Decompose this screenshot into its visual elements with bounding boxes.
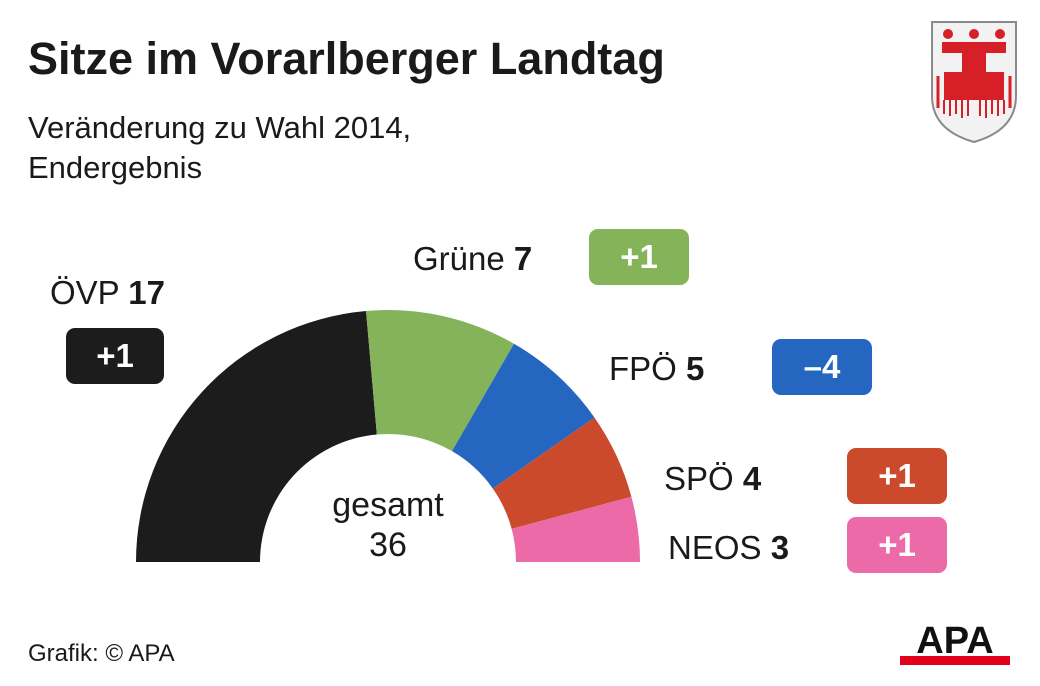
change-badge-neos: +1: [847, 517, 947, 573]
change-badge-spo: +1: [847, 448, 947, 504]
label-ovp: ÖVP 17: [50, 276, 165, 309]
seats-spo: 4: [742, 460, 762, 497]
seats-fpo: 5: [686, 350, 705, 387]
seat-segment-fpo: [452, 343, 595, 489]
subtitle-line-2: Endergebnis: [28, 150, 203, 185]
seat-segment-grune: [366, 310, 514, 452]
party-name-neos: NEOS: [668, 529, 762, 566]
apa-logo-text: APA: [916, 620, 993, 662]
total-value: 36: [369, 526, 407, 564]
chart-subtitle: Veränderung zu Wahl 2014, Endergebnis: [28, 108, 411, 188]
label-grune: Grüne 7: [413, 242, 532, 275]
party-name-fpo: FPÖ: [609, 350, 677, 387]
total-label: gesamt: [332, 486, 444, 524]
change-badge-ovp: +1: [66, 328, 164, 384]
source-credit: Grafik: © APA: [28, 640, 175, 667]
seat-segment-ovp: [136, 310, 377, 562]
apa-logo: APA: [900, 620, 1010, 665]
party-name-ovp: ÖVP: [50, 274, 120, 311]
seats-neos: 3: [770, 529, 790, 566]
party-name-grune: Grüne: [413, 240, 505, 277]
seats-grune: 7: [513, 240, 533, 277]
apa-logo-bar: [900, 656, 1010, 665]
label-fpo: FPÖ 5: [609, 352, 704, 385]
label-neos: NEOS 3: [668, 531, 789, 564]
party-name-spo: SPÖ: [664, 460, 734, 497]
change-badge-grune: +1: [589, 229, 689, 285]
seats-ovp: 17: [128, 274, 165, 311]
coat-of-arms-icon: [931, 21, 1017, 144]
change-badge-fpo: –4: [772, 339, 872, 395]
seat-segment-spo: [492, 417, 632, 529]
seat-segment-neos: [511, 496, 640, 562]
label-spo: SPÖ 4: [664, 462, 761, 495]
subtitle-line-1: Veränderung zu Wahl 2014,: [28, 110, 412, 145]
chart-title: Sitze im Vorarlberger Landtag: [28, 33, 665, 84]
